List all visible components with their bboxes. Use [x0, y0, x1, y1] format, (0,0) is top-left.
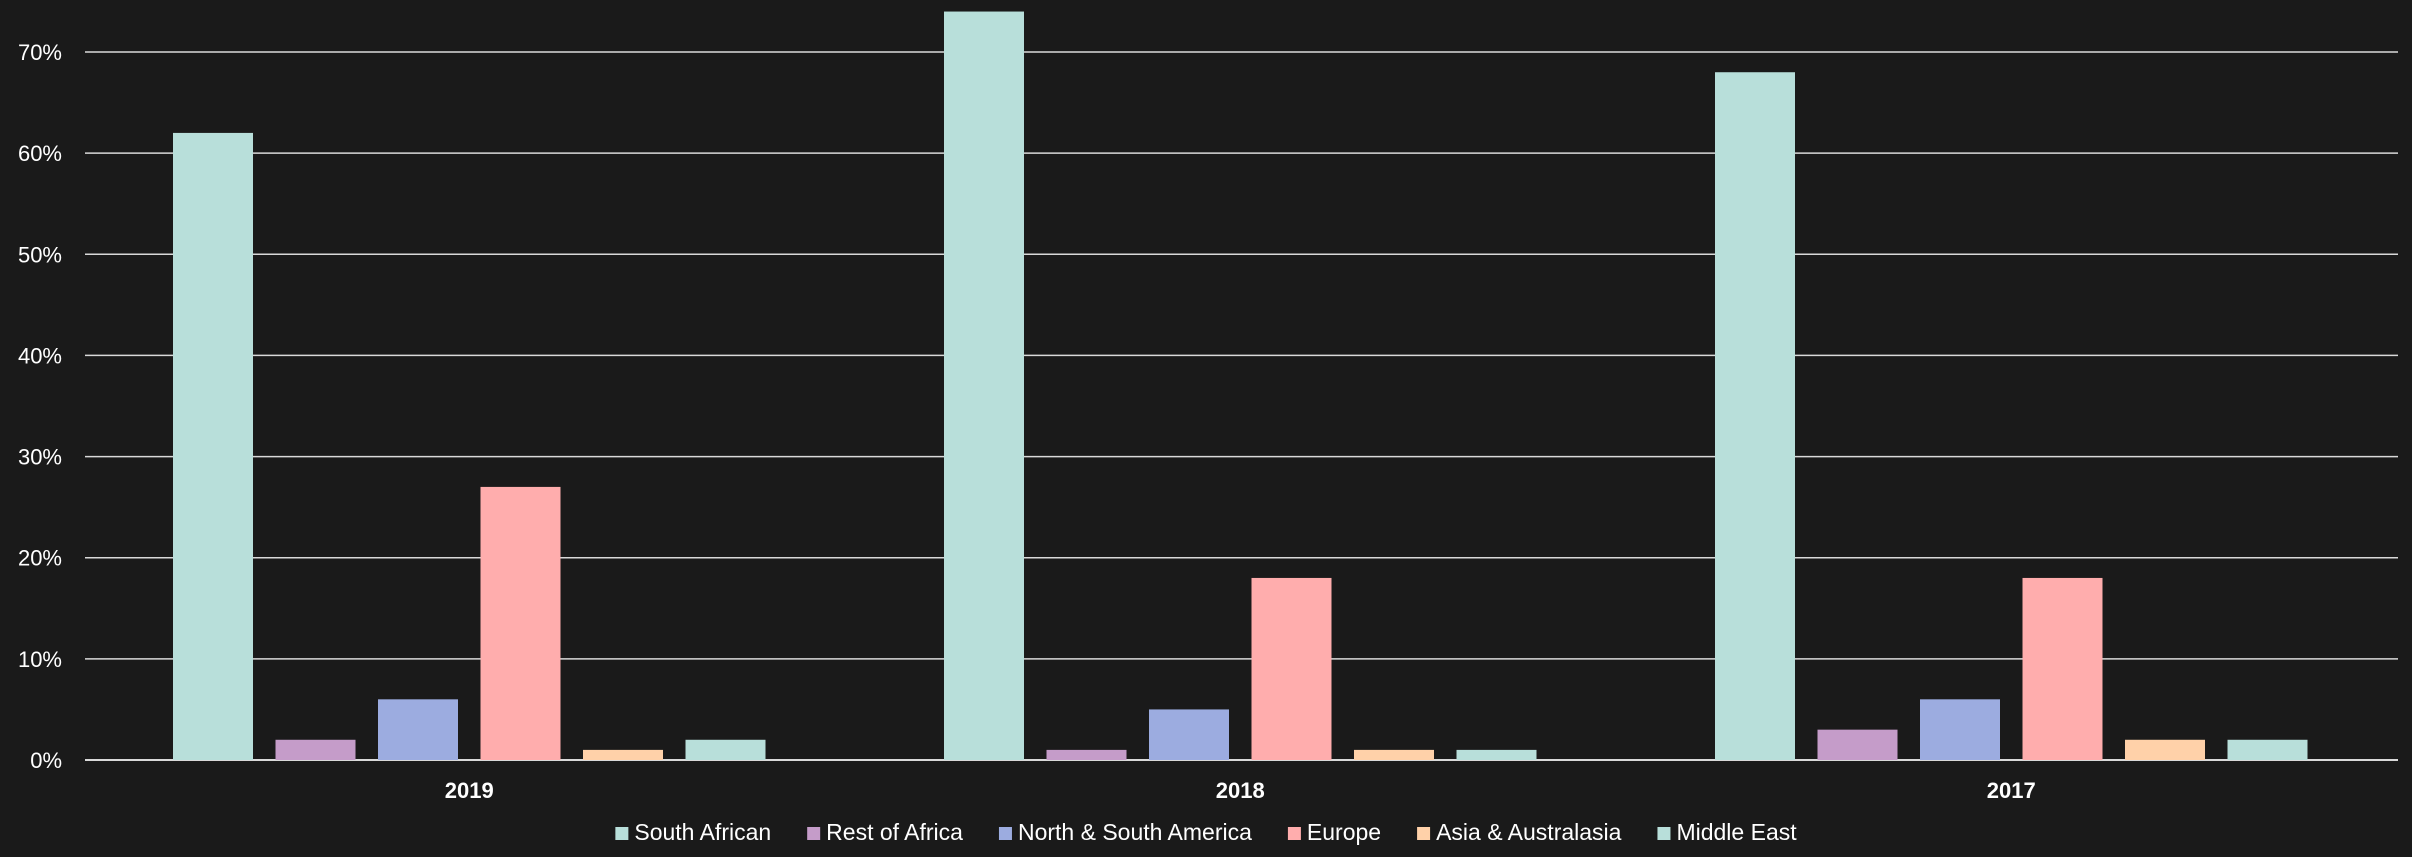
x-tick-label: 2017	[1987, 778, 2036, 803]
bar	[583, 749, 663, 760]
legend-label: North & South America	[1018, 819, 1252, 845]
bar	[1456, 749, 1537, 760]
bar	[2125, 739, 2205, 760]
bar	[1817, 729, 1898, 760]
legend-item: Europe	[1287, 819, 1381, 845]
legend-item: Asia & Australasia	[1417, 819, 1622, 845]
legend-swatch	[807, 827, 821, 840]
legend-item: Rest of Africa	[807, 819, 963, 845]
y-tick-label: 50%	[18, 242, 62, 267]
y-tick-label: 0%	[30, 748, 62, 773]
legend-label: Europe	[1307, 819, 1381, 845]
legend-swatch	[615, 827, 629, 840]
bar	[173, 132, 253, 760]
y-tick-label: 20%	[18, 546, 62, 571]
legend-item: South African	[615, 819, 771, 845]
gridlines	[85, 51, 2398, 761]
bar	[1251, 577, 1332, 760]
x-axis: 2019 2018 2017	[445, 778, 2036, 803]
x-tick-label: 2019	[445, 778, 494, 803]
legend-swatch	[1657, 827, 1671, 840]
x-tick-label: 2018	[1216, 778, 1265, 803]
bar	[1046, 749, 1127, 760]
y-axis: 0% 10% 20% 30% 40% 50% 60% 70%	[18, 40, 62, 773]
legend-swatch	[1417, 827, 1431, 840]
legend-label: South African	[634, 819, 771, 845]
legend-label: Rest of Africa	[826, 819, 963, 845]
bar	[1149, 709, 1229, 760]
legend-swatch	[998, 827, 1012, 840]
legend-item: North & South America	[998, 819, 1252, 845]
y-tick-label: 40%	[18, 343, 62, 368]
legend-label: Middle East	[1676, 819, 1797, 845]
y-tick-label: 70%	[18, 40, 62, 65]
y-tick-label: 30%	[18, 445, 62, 470]
bar	[685, 739, 766, 760]
legend-swatch	[1287, 827, 1301, 840]
bar	[1920, 699, 2000, 760]
bar	[2227, 739, 2308, 760]
bar	[275, 739, 356, 760]
bars	[173, 11, 2308, 761]
bar	[480, 486, 561, 760]
legend-label: Asia & Australasia	[1436, 819, 1622, 845]
y-tick-label: 10%	[18, 647, 62, 672]
bar	[2022, 577, 2103, 760]
bar	[1715, 72, 1795, 760]
bar	[944, 11, 1024, 761]
y-tick-label: 60%	[18, 141, 62, 166]
legend-item: Middle East	[1657, 819, 1797, 845]
bar	[378, 699, 458, 760]
bar	[1354, 749, 1434, 760]
legend: South African Rest of Africa North & South…	[615, 819, 1797, 845]
